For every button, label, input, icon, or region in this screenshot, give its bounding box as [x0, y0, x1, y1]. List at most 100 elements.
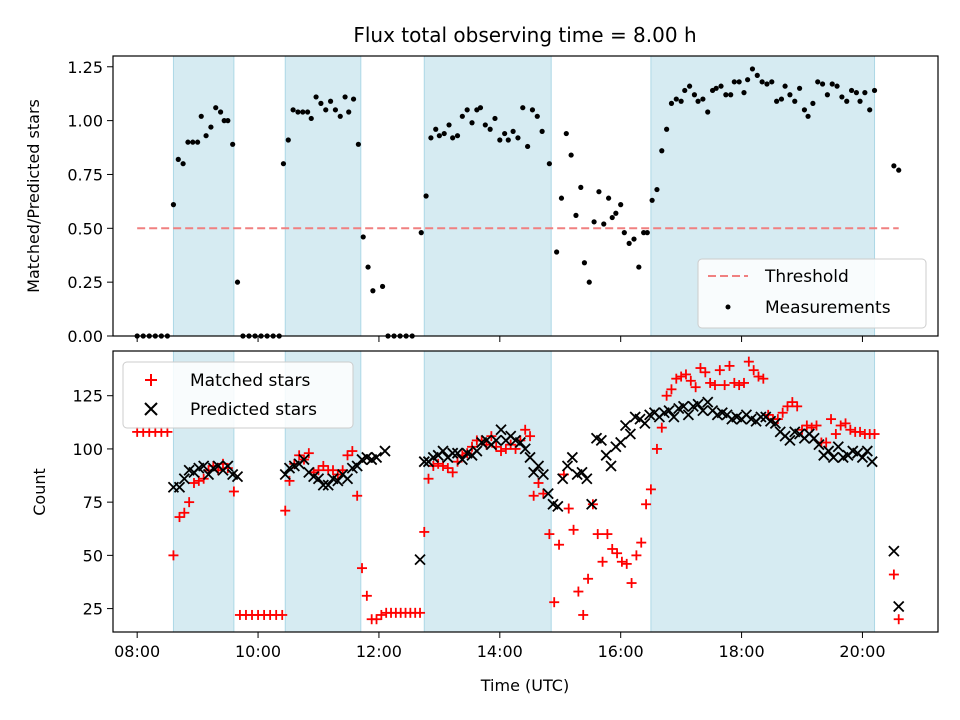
x-tick-label: 14:00	[477, 642, 523, 661]
matched-star-point	[811, 420, 822, 431]
predicted-star-point	[552, 500, 564, 513]
top-legend: Threshold Measurements	[697, 258, 927, 329]
measurement-point	[613, 210, 619, 216]
predicted-x-b	[341, 473, 354, 485]
predicted-x-b	[198, 460, 210, 472]
observing-interval	[423, 55, 552, 337]
measurement-point	[285, 137, 291, 143]
measurement-point	[230, 141, 236, 147]
matched-star-point	[758, 373, 769, 384]
predicted-x-b	[619, 419, 632, 432]
top-panel: 0.00 0.25 0.50 0.75 1.00 1.25 Flux total obse…	[24, 23, 939, 346]
predicted-star-point	[490, 434, 502, 447]
measurement-point	[609, 214, 615, 221]
predicted-x-b	[298, 453, 310, 466]
matched-star-point	[318, 460, 329, 471]
measurement-point	[573, 212, 579, 218]
measurement-point	[787, 92, 793, 98]
measurement-point	[801, 107, 808, 113]
y-tick-label: 0.00	[67, 327, 103, 346]
measurement-point	[280, 161, 287, 167]
predicted-x-b	[745, 413, 757, 425]
matched-star-point	[597, 556, 608, 567]
matched-star-point	[544, 529, 555, 540]
predicted-x-b	[769, 417, 782, 430]
matched-star-point	[592, 529, 603, 540]
matched-star-point	[533, 477, 544, 488]
measurement-point	[741, 90, 747, 96]
observing-interval	[650, 350, 876, 633]
predicted-x-b	[639, 417, 651, 430]
matched-star-point	[840, 418, 851, 429]
predicted-x-b	[624, 428, 636, 440]
matched-star-point	[433, 458, 444, 469]
matched-star-point	[724, 360, 735, 371]
predicted-star-point	[456, 453, 468, 466]
predicted-x-b	[231, 470, 244, 483]
measurement-point	[195, 139, 201, 145]
top-axes-frame	[112, 55, 939, 337]
matched-star-point	[538, 488, 549, 499]
measurement-point	[618, 202, 624, 208]
predicted-star-point	[519, 443, 531, 455]
measurement-point	[355, 141, 361, 147]
bottom-x-ticks: 08:00 10:00 12:00 14:00 16:00 18:00 20:00	[114, 632, 886, 661]
measurement-point	[318, 100, 324, 106]
legend-predicted-swatch	[144, 402, 158, 416]
top-legend-box	[697, 258, 927, 329]
matched-star-point	[496, 446, 507, 457]
matched-star-point	[313, 465, 324, 476]
matched-star-point	[228, 486, 239, 497]
measurement-point	[668, 100, 675, 106]
measurement-point	[853, 90, 860, 96]
predicted-star-point	[822, 445, 835, 457]
measurement-point	[497, 137, 503, 143]
x-axis-label: Time (UTC)	[480, 676, 569, 695]
predicted-star-point	[447, 447, 459, 459]
predicted-x-b	[514, 436, 526, 449]
measurement-point	[332, 107, 339, 113]
matched-star-point	[528, 490, 539, 501]
predicted-x-b	[576, 466, 588, 478]
predicted-star-point	[586, 498, 598, 510]
y-tick-label: 75	[83, 493, 103, 512]
bottom-legend: Matched stars Predicted stars	[122, 361, 354, 429]
predicted-star-point	[178, 473, 190, 485]
predicted-x-b	[178, 473, 190, 485]
measurement-point	[631, 236, 637, 242]
predicted-x-b	[663, 404, 675, 417]
predicted-star-point	[677, 400, 690, 412]
y-tick-label: 50	[83, 546, 103, 565]
predicted-x-b	[586, 498, 598, 510]
predicted-star-point	[566, 451, 578, 464]
measurement-point	[621, 230, 627, 236]
measurement-point	[705, 109, 711, 115]
predicted-x-b	[605, 460, 617, 472]
measurement-point	[441, 130, 447, 137]
measurement-point	[867, 107, 873, 113]
matched-star-point	[705, 377, 716, 388]
measurement-point	[305, 109, 311, 115]
predicted-x-b	[183, 464, 195, 476]
matched-star-point	[193, 475, 204, 486]
matched-star-point	[782, 401, 793, 412]
measurement-point	[221, 118, 227, 124]
predicted-star-point	[279, 468, 291, 481]
measurement-point	[713, 85, 719, 91]
x-tick-label: 08:00	[114, 642, 160, 661]
predicted-star-point	[414, 553, 426, 566]
predicted-star-point	[532, 460, 545, 472]
predicted-x-b	[370, 451, 383, 464]
measurement-point	[844, 98, 850, 104]
measurement-point	[290, 107, 296, 113]
measurement-point	[829, 81, 835, 87]
predicted-x-b	[789, 426, 801, 438]
matched-star-point	[447, 467, 458, 478]
measurement-point	[510, 128, 516, 134]
observing-interval	[423, 350, 552, 633]
predicted-star-point	[856, 451, 869, 464]
measurement-point	[815, 79, 821, 85]
measurement-point	[558, 195, 565, 201]
predicted-x-b	[447, 447, 459, 459]
matched-star-point	[415, 607, 426, 618]
